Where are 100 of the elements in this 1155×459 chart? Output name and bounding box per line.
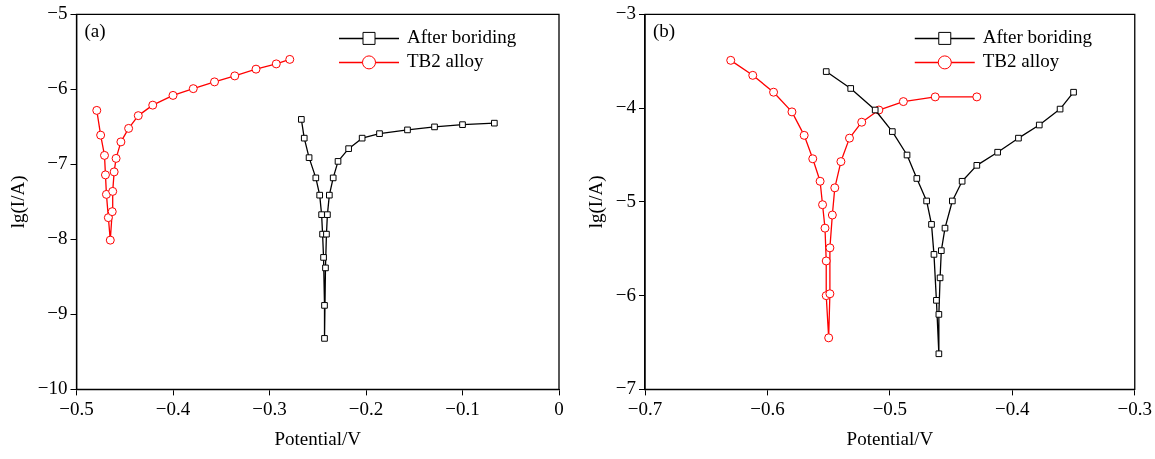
point — [251, 64, 261, 74]
point — [857, 117, 867, 127]
point — [431, 123, 438, 131]
legend-label: After boriding — [982, 26, 1093, 48]
y-tick-label: −8 — [47, 227, 68, 249]
point — [818, 200, 828, 210]
point — [318, 211, 325, 218]
point — [124, 123, 134, 133]
point — [936, 274, 944, 282]
point — [107, 207, 117, 217]
point — [358, 134, 366, 142]
y-tick-label: −10 — [37, 377, 68, 399]
point — [949, 197, 956, 205]
x-tick-label: −0.3 — [252, 397, 287, 419]
x-tick-label: −0.5 — [872, 397, 908, 419]
point — [844, 133, 854, 143]
point — [111, 153, 121, 163]
y-axis-title: lg(I/A) — [585, 175, 608, 229]
point — [305, 154, 313, 161]
x-tick-label: −0.5 — [59, 397, 94, 419]
point — [871, 106, 879, 114]
point — [168, 90, 178, 100]
annotation: (b) — [653, 19, 676, 42]
point — [821, 256, 831, 266]
point — [271, 59, 281, 69]
x-tick-label: −0.4 — [995, 397, 1031, 419]
point — [972, 92, 982, 102]
point — [830, 183, 840, 193]
x-tick-label: −0.1 — [445, 397, 480, 419]
point — [491, 119, 498, 127]
y-tick-label: −4 — [615, 96, 637, 118]
x-tick-label: 0 — [554, 397, 564, 419]
point — [1070, 88, 1077, 96]
y-tick-label: −5 — [47, 2, 68, 24]
y-tick-label: −6 — [47, 77, 68, 99]
y-tick-label: −7 — [47, 152, 68, 174]
point — [230, 71, 240, 81]
point — [316, 191, 324, 199]
x-tick-label: −0.6 — [750, 397, 785, 419]
point — [376, 130, 383, 137]
point — [320, 254, 327, 261]
point — [937, 247, 945, 254]
point — [133, 111, 143, 121]
point — [836, 157, 846, 167]
y-tick-label: −3 — [615, 2, 637, 24]
point — [903, 151, 911, 159]
point — [748, 70, 758, 80]
point — [973, 162, 981, 169]
y-tick-label: −7 — [615, 377, 637, 399]
point — [824, 333, 834, 343]
legend-label: After boriding — [407, 26, 517, 48]
point — [928, 221, 935, 228]
point — [96, 130, 106, 140]
point — [822, 68, 830, 75]
point — [300, 134, 308, 142]
point — [1056, 105, 1064, 113]
point — [769, 87, 779, 97]
point — [312, 174, 320, 182]
x-axis-title: Potential/V — [274, 427, 362, 449]
point — [329, 174, 337, 182]
point — [898, 97, 908, 107]
point — [726, 55, 736, 65]
y-tick-label: −9 — [47, 302, 68, 324]
point — [109, 167, 119, 177]
x-tick-label: −0.4 — [155, 397, 191, 419]
point — [105, 235, 115, 245]
point — [324, 211, 331, 218]
point — [321, 302, 328, 309]
point — [116, 137, 126, 147]
point — [210, 77, 220, 87]
point — [799, 130, 809, 140]
point — [1035, 121, 1043, 129]
point — [334, 158, 342, 165]
point — [404, 126, 411, 134]
point — [323, 230, 330, 238]
point — [815, 176, 825, 186]
point — [188, 84, 198, 94]
point — [787, 107, 797, 117]
point — [101, 189, 111, 199]
point — [827, 210, 837, 220]
point — [930, 251, 938, 258]
x-axis-title: Potential/V — [846, 427, 934, 449]
point — [100, 150, 109, 160]
point — [889, 128, 896, 135]
point — [825, 289, 835, 299]
point — [298, 116, 305, 123]
point — [345, 145, 352, 152]
point — [808, 154, 818, 164]
legend-label: TB2 alloy — [982, 50, 1060, 72]
point — [825, 243, 835, 253]
point — [108, 186, 118, 196]
point — [913, 175, 921, 182]
point — [148, 100, 158, 110]
point — [100, 170, 110, 180]
point — [941, 224, 949, 232]
point — [935, 350, 943, 358]
legend-label: TB2 alloy — [407, 50, 485, 72]
point — [933, 297, 940, 304]
point — [847, 85, 855, 92]
point — [994, 148, 1001, 156]
